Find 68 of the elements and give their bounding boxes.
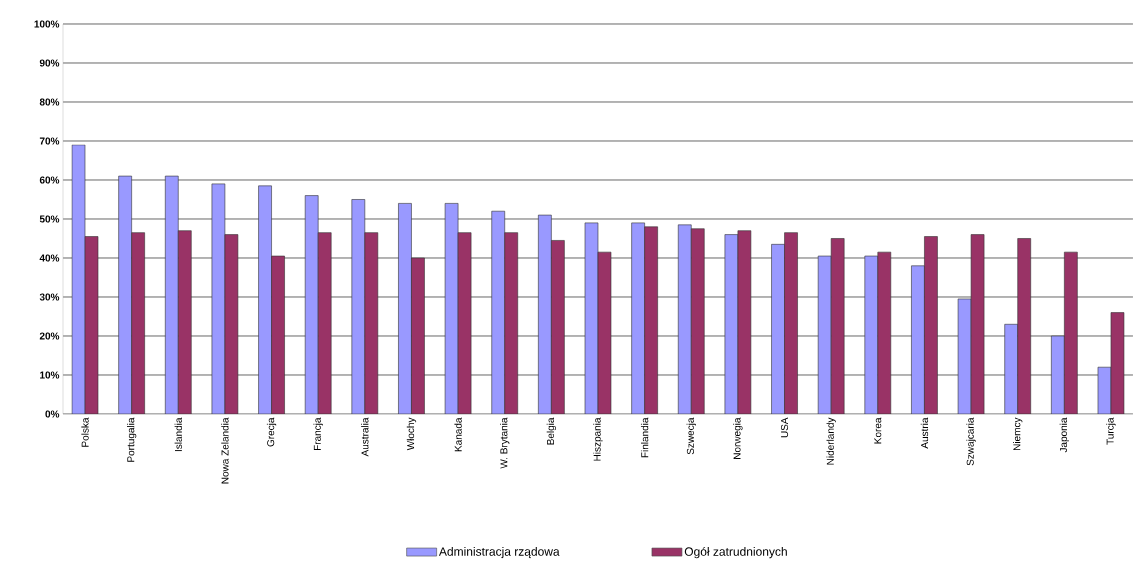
- bar: [817, 255, 832, 414]
- x-tick-label: Niemcy: [1013, 417, 1023, 451]
- x-tick-label: Polska: [81, 417, 89, 447]
- bar: [924, 236, 938, 414]
- bar: [491, 210, 506, 414]
- x-tick-label: Belgia: [546, 417, 557, 445]
- bar: [690, 228, 705, 414]
- x-tick-label: Kanada: [454, 417, 462, 452]
- x-tick-label: Niderlandy: [826, 417, 836, 465]
- x-tick-label: Włochy: [406, 417, 417, 451]
- bar: [504, 232, 519, 414]
- x-tick-label: Norwegia: [733, 417, 743, 459]
- bar: [677, 224, 692, 414]
- x-tick-label: Finlandia: [640, 417, 649, 458]
- y-tick-label: 30%: [39, 293, 60, 301]
- legend-label: Administracja rządowa: [438, 546, 560, 559]
- bar: [258, 185, 272, 414]
- bar: [118, 176, 132, 414]
- bar: [877, 251, 892, 414]
- bar: [131, 232, 145, 414]
- bar: [317, 232, 332, 414]
- x-tick-label: Japonia: [1059, 417, 1069, 453]
- bar: [644, 226, 658, 414]
- y-tick-label: 0%: [45, 410, 60, 418]
- bar: [177, 230, 192, 414]
- bar: [398, 203, 412, 414]
- x-tick-label: Korea: [874, 417, 882, 444]
- bar: [911, 265, 925, 414]
- x-tick-label: USA: [781, 417, 789, 438]
- bar: [1064, 251, 1078, 414]
- y-tick-label: 40%: [39, 254, 60, 262]
- bar: [771, 244, 785, 414]
- bar: [164, 175, 179, 414]
- x-tick-label: W. Brytania: [500, 417, 510, 469]
- bar: [1004, 323, 1019, 414]
- y-tick-label: 10%: [40, 371, 60, 379]
- bar: [411, 257, 425, 414]
- bar: [304, 195, 319, 414]
- x-tick-label: Islandia: [174, 417, 182, 452]
- x-tick-label: Francja: [313, 417, 323, 451]
- bar: [351, 199, 366, 414]
- x-tick-label: Szwajcaria: [966, 417, 976, 466]
- bar: [864, 255, 879, 414]
- x-tick-label: Nowa Zelandia: [221, 417, 229, 484]
- bar: [364, 232, 379, 414]
- x-tick-label: Szwecja: [686, 417, 696, 455]
- y-tick-label: 60%: [39, 176, 60, 184]
- x-tick-label: Australia: [361, 417, 369, 457]
- bar: [1017, 238, 1032, 414]
- y-tick-label: 50%: [39, 215, 60, 223]
- x-tick-label: Hiszpania: [593, 417, 603, 461]
- y-tick-label: 90%: [39, 59, 60, 67]
- y-tick-label: 70%: [39, 137, 60, 145]
- bar: [631, 222, 645, 414]
- legend-label: Ogół zatrudnionych: [684, 546, 787, 559]
- bar: [1051, 335, 1065, 414]
- y-tick-label: 80%: [39, 98, 60, 106]
- bar: [551, 240, 565, 414]
- x-tick-label: Austria: [920, 417, 929, 449]
- bar: [784, 232, 798, 414]
- x-tick-label: Grecja: [266, 417, 277, 447]
- x-tick-label: Portugalia: [126, 417, 137, 462]
- x-tick-label: Turcja: [1106, 417, 1116, 445]
- bar: [538, 214, 552, 414]
- bar: [830, 238, 845, 414]
- y-tick-label: 100%: [34, 20, 60, 28]
- bar: [271, 255, 285, 414]
- y-tick-label: 20%: [39, 332, 60, 340]
